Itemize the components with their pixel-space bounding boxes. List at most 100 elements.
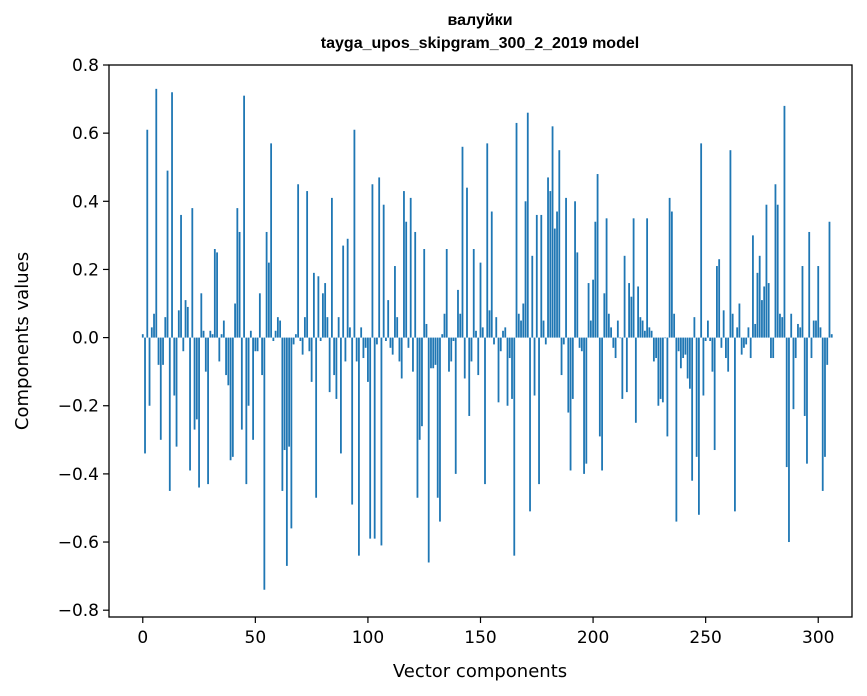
y-axis-ticks: 0.8 0.6 0.4 0.2 0.0 −0.2 −0.4 −0.6 −0.8	[58, 56, 109, 621]
bar	[587, 283, 590, 338]
bar	[373, 337, 376, 539]
bar	[297, 184, 300, 338]
bar	[673, 313, 676, 338]
bar	[317, 276, 320, 338]
bar	[195, 337, 198, 420]
bar	[549, 191, 552, 338]
y-tick-label: 0.8	[72, 56, 99, 76]
bar	[578, 337, 581, 348]
bars-group	[141, 88, 833, 590]
bar	[310, 337, 313, 382]
bar	[664, 337, 667, 339]
bar	[551, 126, 554, 338]
bar	[288, 337, 291, 447]
y-tick-label: −0.4	[58, 465, 99, 485]
bar	[607, 313, 610, 338]
bar	[477, 337, 480, 376]
y-tick-label: −0.8	[58, 601, 99, 621]
bar	[202, 330, 205, 338]
bar	[565, 197, 567, 338]
bar	[652, 337, 655, 362]
bar	[382, 204, 385, 338]
bar	[632, 218, 635, 338]
bar	[493, 337, 495, 345]
bar	[171, 92, 173, 338]
bar	[198, 337, 200, 488]
bar	[792, 337, 795, 410]
bar	[209, 330, 212, 338]
bar	[457, 289, 459, 338]
bar	[580, 337, 583, 352]
bar	[466, 187, 468, 338]
bar	[355, 337, 358, 362]
bar	[364, 337, 367, 348]
bar	[815, 320, 817, 338]
bar	[749, 337, 752, 359]
bar	[569, 337, 572, 471]
bar	[409, 197, 412, 338]
bar	[625, 337, 628, 393]
bar	[592, 279, 594, 338]
bar	[274, 330, 277, 338]
bar	[808, 231, 811, 338]
bar	[709, 337, 712, 341]
bar	[682, 337, 685, 359]
bar	[499, 337, 502, 352]
bar	[675, 337, 678, 522]
bar	[200, 293, 203, 338]
bar	[488, 310, 491, 338]
bar	[351, 337, 354, 505]
bar	[150, 327, 153, 338]
bar	[407, 337, 410, 348]
bar	[585, 337, 588, 464]
bar	[153, 313, 155, 338]
bar	[790, 313, 793, 338]
bar	[220, 334, 223, 338]
bar	[425, 323, 428, 338]
bar	[184, 300, 187, 338]
bar	[238, 231, 241, 338]
bar	[283, 337, 286, 451]
bar	[144, 337, 146, 454]
bar	[263, 337, 266, 590]
bar	[394, 266, 396, 338]
bar	[441, 334, 444, 338]
bar	[720, 337, 723, 348]
y-tick-label: −0.6	[58, 533, 99, 553]
bar	[560, 337, 563, 376]
bar	[515, 122, 518, 338]
bar	[270, 143, 273, 338]
y-tick-label: 0.0	[72, 329, 99, 349]
bar	[380, 337, 383, 546]
bar	[173, 337, 176, 396]
bar	[405, 221, 408, 338]
bar	[245, 337, 248, 485]
bar	[722, 310, 725, 338]
bar	[637, 286, 640, 338]
bar	[225, 337, 227, 376]
bar	[520, 320, 522, 338]
bar	[470, 337, 473, 362]
bar	[752, 235, 754, 338]
bar	[193, 337, 196, 430]
bar	[452, 337, 455, 341]
bar	[612, 337, 615, 348]
bar	[448, 337, 450, 372]
bar	[416, 337, 419, 498]
bar	[754, 323, 757, 338]
bar	[700, 143, 703, 338]
bar	[403, 191, 405, 338]
y-axis-label: Components values	[12, 252, 33, 430]
bar	[306, 191, 309, 338]
bar	[369, 337, 372, 539]
bar	[396, 317, 399, 338]
bar	[657, 337, 660, 406]
x-tick-label: 300	[802, 628, 834, 648]
bar	[567, 337, 570, 413]
bar	[333, 337, 336, 376]
bar	[265, 231, 268, 338]
bar	[218, 337, 221, 362]
bar	[628, 283, 630, 338]
bar	[285, 337, 288, 566]
bar	[430, 337, 432, 369]
